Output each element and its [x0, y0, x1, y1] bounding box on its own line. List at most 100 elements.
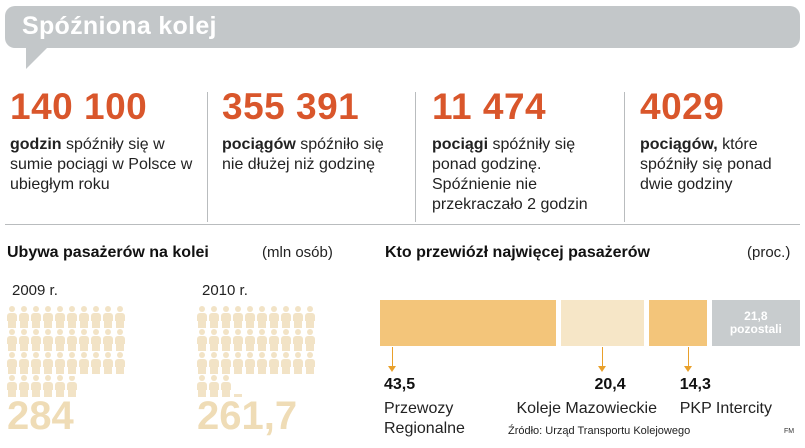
page-title: Spóźniona kolej: [22, 12, 217, 40]
person-icon: [305, 306, 315, 328]
carriers-title: Kto przewiózł najwięcej pasażerów: [385, 244, 650, 261]
pointer-arrowhead: [388, 366, 396, 372]
divider: [624, 92, 625, 222]
person-icon: [67, 329, 77, 351]
person-icon: [67, 352, 77, 374]
stat-trains-over-two-hours: 4029 pociągów, które spóźniły się ponad …: [640, 88, 802, 195]
person-icon: [31, 329, 41, 351]
person-icon: [293, 306, 303, 328]
person-icon: [115, 306, 125, 328]
rest-value: 21,8: [744, 309, 768, 323]
person-icon: [103, 352, 113, 374]
divider: [207, 92, 208, 222]
person-icon: [293, 329, 303, 351]
share-bar-segment: [648, 300, 707, 346]
person-icon: [7, 375, 17, 397]
rest-label: 21,8 pozostali: [712, 310, 800, 336]
stat-value: 355 391: [222, 86, 360, 127]
passenger-icons-2009: [7, 305, 132, 397]
person-icon: [257, 306, 267, 328]
person-icon: [91, 352, 101, 374]
pointer-line: [392, 347, 393, 369]
passenger-icon-row: [7, 305, 132, 328]
passenger-icon-row: [7, 374, 132, 397]
person-icon: [233, 306, 243, 328]
person-icon: [221, 375, 231, 397]
stat-description: pociągów spóźniło się nie dłużej niż god…: [222, 136, 384, 173]
person-icon: [55, 329, 65, 351]
person-icon: [115, 352, 125, 374]
passenger-total-2010: 261,7: [197, 394, 298, 438]
person-icon: [209, 375, 219, 397]
section-divider: [5, 224, 800, 225]
passengers-title: Ubywa pasażerów na kolei: [7, 244, 209, 261]
person-icon: [79, 352, 89, 374]
person-icon: [31, 375, 41, 397]
passenger-icons-2010: [197, 305, 322, 397]
person-icon: [245, 352, 255, 374]
credit: FM: [784, 428, 795, 435]
person-icon: [245, 306, 255, 328]
person-icon: [55, 306, 65, 328]
passenger-icon-row: [7, 351, 132, 374]
person-icon: [67, 306, 77, 328]
title-banner-tail: [26, 47, 48, 69]
person-icon: [221, 306, 231, 328]
person-icon: [43, 306, 53, 328]
person-icon: [281, 329, 291, 351]
title-banner: [5, 6, 800, 48]
person-icon: [233, 329, 243, 351]
person-icon: [221, 352, 231, 374]
source-note: Źródło: Urząd Transportu Kolejowego: [508, 425, 691, 437]
person-icon: [197, 375, 207, 397]
person-icon: [269, 329, 279, 351]
person-icon: [7, 329, 17, 351]
person-icon: [281, 352, 291, 374]
stat-description: godzin spóźniły się w sumie pociągi w Po…: [10, 136, 193, 193]
person-icon: [103, 306, 113, 328]
person-icon: [91, 329, 101, 351]
person-icon: [197, 306, 207, 328]
person-icon: [19, 306, 29, 328]
person-icon: [19, 352, 29, 374]
passenger-total-2009: 284: [7, 394, 74, 438]
pointer-line: [687, 347, 689, 369]
person-icon: [197, 352, 207, 374]
stat-value: 4029: [640, 86, 725, 127]
person-icon: [209, 306, 219, 328]
pointer-arrowhead: [598, 366, 607, 372]
person-icon: [43, 329, 53, 351]
stat-trains-under-hour: 355 391 pociągów spóźniło się nie dłużej…: [222, 88, 407, 175]
person-icon: [305, 352, 315, 374]
stat-trains-over-hour: 11 474 pociągi spóźniły się ponad godzin…: [432, 88, 608, 215]
person-icon: [91, 306, 101, 328]
stat-description: pociągi spóźniły się ponad godzinę. Spóź…: [432, 136, 588, 213]
person-icon: [257, 352, 267, 374]
person-icon: [197, 329, 207, 351]
stat-description: pociągów, które spóźniły się ponad dwie …: [640, 136, 772, 193]
passengers-unit: (mln osób): [262, 244, 333, 261]
pointer-line: [602, 347, 604, 369]
carrier-name: Koleje Mazowieckie: [516, 400, 657, 417]
person-icon: [7, 306, 17, 328]
person-icon: [233, 393, 243, 397]
person-icon: [55, 375, 65, 397]
person-icon: [19, 375, 29, 397]
stat-value: 11 474: [432, 86, 547, 127]
person-icon: [269, 306, 279, 328]
person-icon: [67, 375, 77, 397]
carrier-percent: 14,3: [679, 376, 711, 393]
person-icon: [19, 329, 29, 351]
carrier-percent: 20,4: [594, 376, 626, 393]
passenger-icon-row: [197, 305, 322, 328]
share-bar-segment: [561, 300, 644, 346]
person-icon: [43, 375, 53, 397]
person-icon: [115, 329, 125, 351]
carrier-name: Przewozy Regionalne: [384, 400, 465, 437]
person-icon: [43, 352, 53, 374]
year-label-2009: 2009 r.: [12, 282, 58, 299]
person-icon: [103, 329, 113, 351]
person-icon: [233, 352, 243, 374]
person-icon: [79, 306, 89, 328]
person-icon: [31, 352, 41, 374]
